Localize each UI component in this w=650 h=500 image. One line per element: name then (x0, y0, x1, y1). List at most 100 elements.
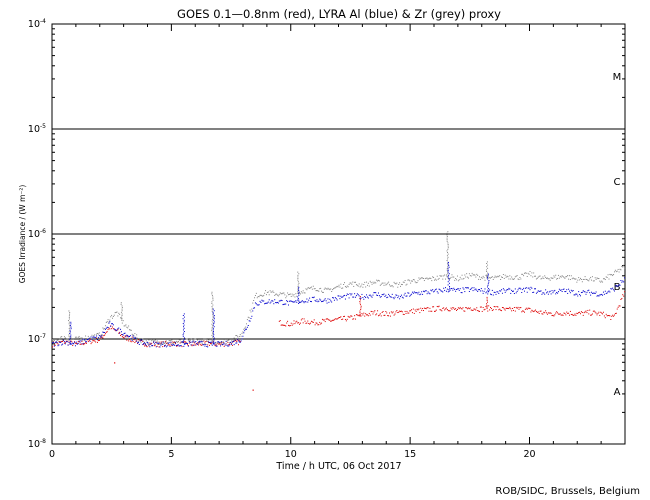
data-point (220, 342, 222, 344)
data-point (394, 282, 396, 284)
data-point (175, 344, 177, 346)
data-point (108, 321, 110, 323)
data-point (346, 318, 348, 320)
data-point (613, 271, 615, 273)
peak-point (212, 313, 214, 315)
data-point (443, 287, 445, 289)
data-point (342, 318, 344, 320)
data-point (133, 339, 135, 341)
data-point (217, 341, 219, 343)
data-point (137, 342, 139, 344)
data-point (345, 295, 347, 297)
data-point (86, 338, 88, 340)
data-point (238, 341, 240, 343)
data-point (329, 298, 331, 300)
data-point (79, 337, 81, 339)
data-point (278, 300, 280, 302)
data-point (312, 321, 314, 323)
peak-point (211, 328, 213, 330)
data-point (229, 342, 231, 344)
data-point (608, 314, 610, 316)
data-point (523, 310, 525, 312)
data-point (159, 341, 161, 343)
data-point (601, 280, 603, 282)
data-point (477, 290, 479, 292)
data-point (271, 299, 273, 301)
peak-point (70, 326, 72, 328)
data-point (410, 282, 412, 284)
data-point (478, 278, 480, 280)
data-point (56, 342, 58, 344)
peak-point (213, 321, 215, 323)
data-point (76, 339, 78, 341)
data-point (366, 314, 368, 316)
data-point (365, 313, 367, 315)
data-point (440, 290, 442, 292)
data-point (325, 300, 327, 302)
data-point (465, 307, 467, 309)
data-point (395, 311, 397, 313)
data-point (313, 288, 315, 290)
data-point (58, 344, 60, 346)
data-point (277, 295, 279, 297)
data-point (210, 341, 212, 343)
data-point (598, 311, 600, 313)
data-point (241, 338, 243, 340)
data-point (327, 287, 329, 289)
data-point (265, 294, 267, 296)
data-point (544, 293, 546, 295)
data-point (621, 281, 623, 283)
data-point (284, 294, 286, 296)
peak-point (68, 331, 70, 333)
data-point (378, 314, 380, 316)
data-point (174, 341, 176, 343)
data-point (97, 340, 99, 342)
data-point (541, 293, 543, 295)
data-point (330, 300, 332, 302)
peak-point (446, 260, 448, 262)
data-point (491, 276, 493, 278)
data-point (504, 309, 506, 311)
data-point (321, 291, 323, 293)
data-point (552, 292, 554, 294)
data-point (368, 285, 370, 287)
data-point (285, 325, 287, 327)
data-point (411, 309, 413, 311)
data-point (379, 296, 381, 298)
data-point (305, 322, 307, 324)
data-point (188, 340, 190, 342)
x-tick-label: 15 (404, 449, 416, 460)
data-point (410, 294, 412, 296)
peak-point (486, 308, 488, 310)
data-point (312, 285, 314, 287)
data-point (483, 277, 485, 279)
data-point (536, 291, 538, 293)
data-point (387, 315, 389, 317)
data-point (333, 299, 335, 301)
data-point (420, 307, 422, 309)
data-point (570, 313, 572, 315)
data-point (368, 294, 370, 296)
peak-point (298, 282, 300, 284)
data-point (405, 312, 407, 314)
data-point (394, 296, 396, 298)
data-point (239, 341, 241, 343)
data-point (230, 341, 232, 343)
data-point (502, 307, 504, 309)
data-point (366, 296, 368, 298)
data-point (128, 340, 130, 342)
data-point (74, 336, 76, 338)
data-point (297, 299, 299, 301)
peak-point (486, 261, 488, 263)
data-point (397, 286, 399, 288)
data-point (332, 297, 334, 299)
data-point (455, 308, 457, 310)
data-point (535, 292, 537, 294)
data-point (169, 340, 171, 342)
data-point (328, 301, 330, 303)
data-point (445, 287, 447, 289)
data-point (310, 300, 312, 302)
data-point (205, 338, 207, 340)
data-point (385, 311, 387, 313)
data-point (171, 345, 173, 347)
